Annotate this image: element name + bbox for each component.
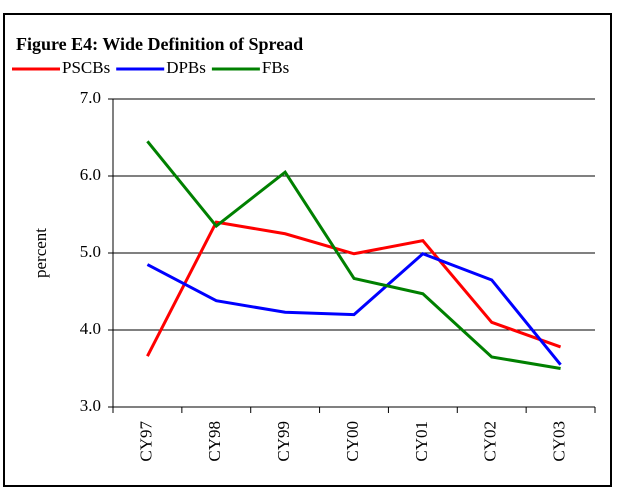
series-line — [146, 252, 562, 366]
y-tick-label: 3.0 — [80, 396, 101, 415]
y-tick-label: 7.0 — [80, 88, 101, 107]
y-tick-label: 4.0 — [80, 319, 101, 338]
series-line — [146, 220, 562, 357]
legend-label: DPBs — [166, 58, 206, 77]
y-axis-label: percent — [31, 228, 50, 278]
x-tick-label: CY02 — [481, 421, 500, 462]
chart-title: Figure E4: Wide Definition of Spread — [16, 34, 303, 54]
y-tick-label: 5.0 — [80, 242, 101, 261]
x-tick-label: CY03 — [549, 421, 568, 462]
legend-label: FBs — [262, 58, 289, 77]
y-tick-label: 6.0 — [80, 165, 101, 184]
x-tick-label: CY97 — [136, 421, 155, 462]
x-tick-label: CY01 — [412, 421, 431, 462]
legend-label: PSCBs — [62, 58, 110, 77]
x-tick-label: CY98 — [205, 421, 224, 462]
x-tick-label: CY99 — [274, 421, 293, 462]
x-tick-label: CY00 — [343, 421, 362, 462]
series-line — [146, 140, 561, 370]
